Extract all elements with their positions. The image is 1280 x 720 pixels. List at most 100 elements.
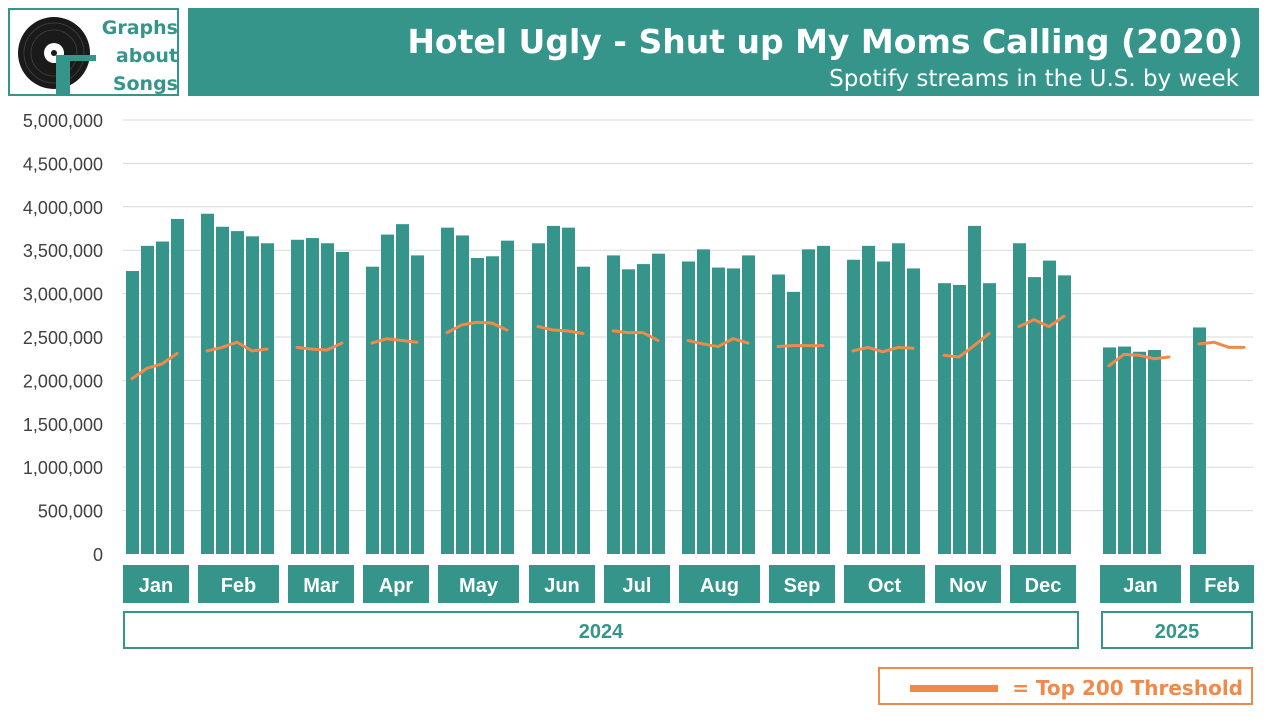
threshold-line-feb-2025 [1197, 340, 1246, 349]
month-box [604, 565, 670, 603]
bar-oct-2024-w5 [907, 268, 920, 554]
chart-title: Hotel Ugly - Shut up My Moms Calling (20… [407, 22, 1243, 61]
bar-sep-2024-w1 [772, 274, 785, 554]
bar-sep-2024-w4 [817, 245, 830, 555]
year-box [123, 611, 1079, 649]
bar-apr-2024-w4 [411, 255, 424, 554]
bar-nov-2024-w4 [983, 283, 996, 554]
title-banner: Hotel Ugly - Shut up My Moms Calling (20… [188, 8, 1259, 96]
bar-aug-2024-w1 [682, 261, 695, 554]
month-label: Jan [139, 575, 173, 597]
logo-line-3: Songs [112, 73, 178, 95]
bar-jan-2025-w3 [1133, 351, 1146, 554]
year-label: 2024 [579, 621, 624, 643]
threshold-line-feb-2024 [205, 340, 269, 353]
bar-aug-2024-w4 [727, 268, 740, 554]
bar-oct-2024-w1 [847, 259, 860, 554]
bar-may-2024-w4 [486, 256, 499, 554]
month-label: Sep [784, 575, 821, 597]
y-tick-label: 500,000 [38, 502, 103, 522]
bar-feb-2024-w1 [201, 213, 214, 554]
month-label: Feb [1204, 575, 1240, 597]
y-tick-label: 2,500,000 [23, 328, 103, 348]
month-box [363, 565, 429, 603]
month-box [198, 565, 279, 603]
threshold-line-sep-2024 [776, 344, 825, 349]
bar-jan-2025-w1 [1103, 347, 1116, 554]
bar-mar-2024-w3 [321, 243, 334, 555]
bar-jan-2025-w2 [1118, 346, 1131, 554]
month-box [769, 565, 835, 603]
bar-dec-2024-w2 [1028, 277, 1041, 554]
bar-apr-2024-w1 [366, 266, 379, 554]
y-tick-label: 4,000,000 [23, 198, 103, 218]
year-label: 2025 [1155, 621, 1200, 643]
month-box [1190, 565, 1254, 603]
month-box [529, 565, 595, 603]
bar-aug-2024-w2 [697, 249, 710, 554]
bar-may-2024-w1 [441, 227, 454, 554]
month-label: Dec [1025, 575, 1062, 597]
threshold-line-dec-2024 [1017, 314, 1066, 329]
month-label: May [459, 575, 499, 597]
bar-jan-2024-w2 [141, 245, 154, 555]
threshold-line-jan-2025 [1107, 352, 1171, 368]
month-box [844, 565, 925, 603]
legend-threshold-swatch [910, 685, 998, 692]
bar-aug-2024-w5 [742, 255, 755, 554]
threshold-line-oct-2024 [851, 345, 915, 354]
month-box [1100, 565, 1181, 603]
bar-feb-2025-w1 [1193, 327, 1206, 554]
threshold-line-jun-2024 [536, 325, 585, 336]
logo-line-2: about [115, 45, 178, 67]
month-box [1010, 565, 1076, 603]
y-tick-label: 5,000,000 [23, 111, 103, 131]
bar-may-2024-w3 [471, 258, 484, 554]
bar-feb-2024-w3 [231, 231, 244, 554]
bar-nov-2024-w3 [968, 225, 981, 554]
bar-aug-2024-w3 [712, 267, 725, 554]
bar-jan-2025-w4 [1148, 350, 1161, 554]
bar-nov-2024-w1 [938, 283, 951, 554]
month-label: Nov [949, 575, 988, 597]
y-tick-label: 4,500,000 [23, 154, 103, 174]
bar-jun-2024-w2 [547, 225, 560, 554]
bar-jun-2024-w3 [562, 227, 575, 554]
bar-sep-2024-w2 [787, 291, 800, 554]
y-tick-label: 0 [93, 545, 103, 565]
month-box [123, 565, 189, 603]
threshold-line-mar-2024 [295, 341, 344, 352]
month-label: Mar [303, 575, 339, 597]
bar-apr-2024-w2 [381, 234, 394, 555]
bar-jun-2024-w4 [577, 266, 590, 554]
bar-feb-2024-w2 [216, 226, 229, 554]
threshold-line-jan-2024 [130, 351, 179, 381]
month-label: Oct [868, 575, 902, 597]
bar-mar-2024-w4 [336, 251, 349, 554]
y-tick-label: 1,500,000 [23, 415, 103, 435]
bar-sep-2024-w3 [802, 249, 815, 554]
threshold-line-aug-2024 [686, 337, 750, 349]
bar-jul-2024-w4 [652, 253, 665, 554]
vinyl-record-icon [18, 17, 96, 95]
bar-feb-2024-w5 [261, 243, 274, 555]
bar-dec-2024-w4 [1058, 275, 1071, 554]
bar-oct-2024-w3 [877, 261, 890, 554]
logo-line-1: Graphs [101, 17, 178, 39]
bar-jan-2024-w1 [126, 271, 139, 554]
month-label: Jan [1123, 575, 1157, 597]
month-box [288, 565, 354, 603]
bar-mar-2024-w2 [306, 238, 319, 554]
bar-dec-2024-w1 [1013, 243, 1026, 555]
bar-jan-2024-w3 [156, 241, 169, 554]
bar-jan-2024-w4 [171, 218, 184, 554]
y-tick-label: 2,000,000 [23, 371, 103, 391]
y-tick-label: 3,000,000 [23, 285, 103, 305]
month-box [438, 565, 519, 603]
month-box [935, 565, 1001, 603]
month-label: Apr [379, 575, 414, 597]
month-label: Aug [700, 575, 739, 597]
bar-may-2024-w2 [456, 235, 469, 554]
bar-dec-2024-w3 [1043, 260, 1056, 554]
legend: = Top 200 Threshold [878, 667, 1253, 705]
